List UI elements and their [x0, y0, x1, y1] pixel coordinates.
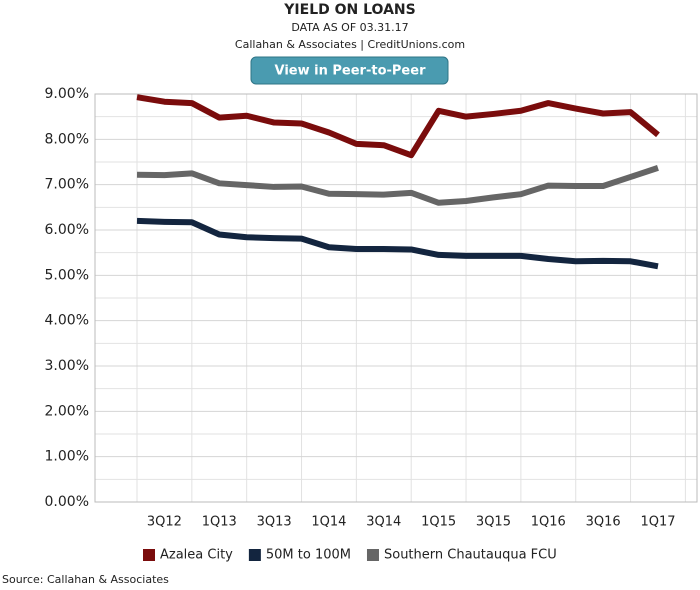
chart-title: YIELD ON LOANS — [283, 2, 415, 18]
series-line — [136, 217, 659, 270]
legend-swatch — [366, 549, 379, 561]
button-label[interactable]: View in Peer-to-Peer — [275, 64, 427, 79]
y-tick-label: 0.00% — [45, 494, 89, 510]
chart-subtitle: DATA AS OF 03.31.17 — [291, 21, 408, 34]
series-line — [136, 94, 660, 159]
button-bg[interactable] — [250, 56, 449, 85]
x-tick-label: 3Q14 — [366, 515, 401, 530]
x-tick-label: 1Q14 — [311, 515, 346, 530]
x-tick-label: 3Q15 — [476, 515, 511, 530]
y-tick-label: 4.00% — [45, 313, 89, 329]
x-tick-label: 1Q15 — [421, 515, 456, 530]
legend-label: Southern Chautauqua FCU — [384, 548, 557, 563]
y-tick-label: 5.00% — [45, 267, 89, 283]
plot-border — [94, 93, 698, 503]
y-tick-label: 9.00% — [45, 86, 89, 102]
y-tick-label: 6.00% — [45, 222, 89, 238]
y-tick-label: 8.00% — [45, 131, 89, 147]
x-tick-label: 3Q12 — [147, 515, 182, 530]
y-tick-label: 7.00% — [45, 177, 89, 193]
x-tick-label: 3Q13 — [257, 515, 292, 530]
legend-label: 50M to 100M — [266, 548, 351, 563]
y-tick-label: 3.00% — [45, 358, 89, 374]
legend-label: Azalea City — [160, 548, 233, 563]
x-tick-label: 1Q16 — [531, 515, 566, 530]
peer-button[interactable]: View in Peer-to-Peer — [250, 56, 449, 85]
y-tick-label: 1.00% — [45, 449, 89, 465]
y-tick-label: 2.00% — [45, 403, 89, 419]
chart-credit: Callahan & Associates | CreditUnions.com — [235, 38, 465, 51]
legend-swatch — [143, 549, 155, 561]
x-tick-label: 1Q13 — [202, 515, 237, 530]
series-line — [136, 165, 659, 206]
legend-swatch — [248, 549, 261, 561]
x-tick-label: 3Q16 — [586, 515, 621, 530]
x-tick-label: 1Q17 — [640, 515, 675, 530]
source: Source: Callahan & Associates — [2, 573, 169, 586]
